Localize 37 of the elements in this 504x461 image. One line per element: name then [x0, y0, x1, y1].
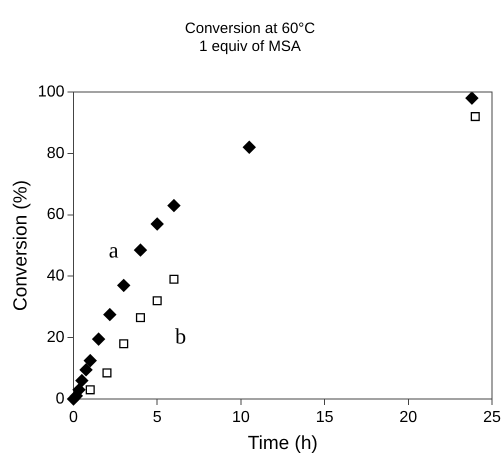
point — [465, 92, 478, 105]
y-tick-label: 60 — [46, 206, 65, 224]
point — [134, 244, 147, 257]
point — [136, 313, 145, 322]
x-tick-label: 5 — [152, 409, 162, 426]
y-tick-label: 80 — [46, 144, 65, 162]
text: 1 equiv of MSA — [199, 38, 301, 56]
point — [72, 383, 86, 396]
x-tick-label: 15 — [316, 409, 334, 426]
point — [150, 218, 164, 231]
point — [75, 374, 88, 388]
x-tick-label: 25 — [483, 409, 501, 426]
point — [102, 368, 112, 378]
x-tick-label: 20 — [399, 409, 418, 426]
point — [470, 112, 480, 122]
point — [103, 308, 116, 322]
point — [84, 354, 97, 368]
point — [167, 199, 180, 212]
annotation: b — [175, 323, 186, 348]
text: Conversion at 60°C — [184, 20, 316, 38]
y-axis-title: Conversion (%) — [10, 180, 32, 311]
point — [242, 140, 256, 154]
point — [169, 274, 178, 284]
point — [152, 296, 162, 306]
point — [92, 332, 106, 346]
point — [119, 339, 128, 348]
y-tick-label: 100 — [38, 83, 65, 100]
y-tick-label: 20 — [46, 329, 65, 346]
y-tick-label: 0 — [56, 390, 65, 408]
y-tick-label: 40 — [46, 268, 65, 285]
x-tick-label: 0 — [69, 409, 78, 426]
x-tick-label: 10 — [232, 409, 250, 426]
point — [117, 278, 130, 292]
x-axis-title: Time (h) — [248, 432, 318, 454]
point — [80, 363, 93, 376]
annotation: a — [108, 237, 119, 262]
point — [86, 385, 95, 394]
